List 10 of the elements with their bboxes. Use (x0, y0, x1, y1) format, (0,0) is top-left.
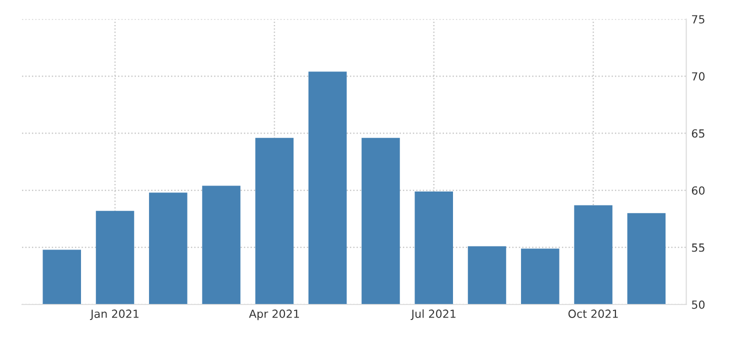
y-tick-label: 60 (692, 186, 705, 195)
x-tick-label: Jan 2021 (90, 310, 138, 320)
x-tick-label: Jul 2021 (410, 309, 456, 320)
y-tick-label: 75 (692, 15, 704, 24)
x-tick-label: Oct 2021 (568, 310, 618, 318)
y-tick-label: 55 (692, 244, 704, 252)
y-tick-label: 65 (692, 129, 704, 138)
x-tick-label: Apr 2021 (249, 310, 299, 320)
y-tick-label: 70 (692, 72, 705, 81)
y-tick-label: 50 (692, 300, 705, 309)
